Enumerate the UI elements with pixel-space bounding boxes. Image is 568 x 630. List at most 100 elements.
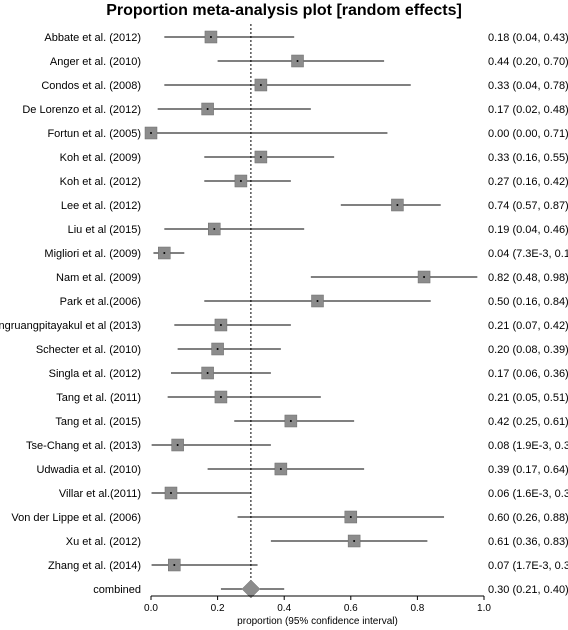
study-label: Nam et al. (2009): [56, 272, 141, 284]
study-row: Villar et al.(2011) 0.06 (1.6E-3, 0.30): [59, 486, 568, 500]
ci-value: 0.33 (0.16, 0.55): [488, 152, 568, 164]
estimate-point: [423, 276, 426, 278]
study-label: Migliori et al. (2009): [44, 248, 141, 260]
estimate-point: [219, 324, 222, 326]
study-label: Koh et al. (2009): [60, 152, 141, 164]
study-label: Liu et al (2015): [68, 224, 141, 236]
ci-value: 0.19 (0.04, 0.46): [488, 224, 568, 236]
study-label: Xu et al. (2012): [66, 536, 141, 548]
x-tick-label: 0.6: [344, 603, 358, 614]
study-row: Udwadia et al. (2010) 0.39 (0.17, 0.64): [36, 462, 568, 476]
x-tick-label: 0.2: [211, 603, 225, 614]
combined-ci-value: 0.30 (0.21, 0.40): [488, 584, 568, 596]
estimate-point: [150, 132, 152, 134]
ci-value: 0.17 (0.02, 0.48): [488, 104, 568, 116]
estimate-point: [349, 516, 352, 518]
ci-value: 0.17 (0.06, 0.36): [488, 368, 568, 380]
study-label: Koh et al. (2012): [60, 176, 141, 188]
ci-value: 0.33 (0.04, 0.78): [488, 80, 568, 92]
study-row: Nam et al. (2009) 0.82 (0.48, 0.98): [56, 270, 568, 284]
ci-value: 0.50 (0.16, 0.84): [488, 296, 568, 308]
study-row: Fortun et al. (2005) 0.00 (0.00, 0.71): [47, 126, 568, 140]
x-axis: 0.0 0.2 0.4 0.6 0.8 1.0: [144, 595, 491, 614]
estimate-point: [219, 396, 222, 398]
ci-value: 0.21 (0.07, 0.42): [488, 320, 568, 332]
study-row: Liu et al (2015) 0.19 (0.04, 0.46): [68, 222, 568, 236]
estimate-point: [206, 372, 209, 374]
study-row: Singla et al. (2012) 0.17 (0.06, 0.36): [49, 366, 568, 380]
estimate-point: [206, 108, 209, 110]
study-row: Xu et al. (2012) 0.61 (0.36, 0.83): [66, 534, 568, 548]
combined-label: combined: [93, 584, 141, 596]
ci-value: 0.39 (0.17, 0.64): [488, 464, 568, 476]
study-label: Von der Lippe et al. (2006): [11, 512, 141, 524]
study-row: Lee et al. (2012) 0.74 (0.57, 0.87): [61, 198, 568, 212]
study-row: Migliori et al. (2009) 0.04 (7.3E-3, 0.10…: [44, 246, 568, 260]
ci-value: 0.82 (0.48, 0.98): [488, 272, 568, 284]
ci-value: 0.08 (1.9E-3, 0.36): [488, 440, 568, 452]
estimate-point: [259, 84, 262, 86]
study-row: Park et al.(2006) 0.50 (0.16, 0.84): [60, 294, 568, 308]
estimate-point: [396, 204, 399, 206]
estimate-point: [213, 228, 216, 230]
x-tick-label: 1.0: [477, 603, 491, 614]
study-row: Condos et al. (2008) 0.33 (0.04, 0.78): [41, 78, 568, 92]
ci-value: 0.74 (0.57, 0.87): [488, 200, 568, 212]
estimate-point: [316, 300, 319, 302]
study-row: Schecter et al. (2010) 0.20 (0.08, 0.39): [36, 342, 568, 356]
chart-title: Proportion meta-analysis plot [random ef…: [106, 2, 462, 19]
combined-diamond: [241, 579, 261, 599]
ci-value: 0.61 (0.36, 0.83): [488, 536, 568, 548]
study-label: De Lorenzo et al. (2012): [22, 104, 141, 116]
study-row: Koh et al. (2012) 0.27 (0.16, 0.42): [60, 174, 568, 188]
study-row: Abbate et al. (2012) 0.18 (0.04, 0.43): [44, 30, 568, 44]
ci-value: 0.27 (0.16, 0.42): [488, 176, 568, 188]
study-label: Zhang et al. (2014): [48, 560, 141, 572]
ci-value: 0.04 (7.3E-3, 0.10): [488, 248, 568, 260]
estimate-point: [163, 252, 166, 254]
x-tick-label: 0.0: [144, 603, 158, 614]
x-tick-label: 0.4: [277, 603, 291, 614]
x-axis-label: proportion (95% confidence interval): [237, 616, 398, 627]
study-label: Abbate et al. (2012): [44, 32, 141, 44]
ci-value: 0.18 (0.04, 0.43): [488, 32, 568, 44]
study-row: Tang et al. (2011) 0.21 (0.05, 0.51): [56, 390, 568, 404]
ci-value: 0.07 (1.7E-3, 0.32): [488, 560, 568, 572]
study-row: Tang et al. (2015) 0.42 (0.25, 0.61): [55, 414, 568, 428]
ci-value: 0.20 (0.08, 0.39): [488, 344, 568, 356]
study-row: Koh et al. (2009) 0.33 (0.16, 0.55): [60, 150, 568, 164]
estimate-point: [169, 492, 172, 494]
study-row: De Lorenzo et al. (2012) 0.17 (0.02, 0.48…: [22, 102, 568, 116]
ci-value: 0.44 (0.20, 0.70): [488, 56, 568, 68]
study-label: Singla et al. (2012): [49, 368, 141, 380]
study-row: Zhang et al. (2014) 0.07 (1.7E-3, 0.32): [48, 558, 568, 572]
ci-value: 0.06 (1.6E-3, 0.30): [488, 488, 568, 500]
study-row: Von der Lippe et al. (2006) 0.60 (0.26, 0…: [11, 510, 568, 524]
study-label: Tang et al. (2015): [55, 416, 141, 428]
ci-value: 0.21 (0.05, 0.51): [488, 392, 568, 404]
study-label: Tse-Chang et al. (2013): [26, 440, 141, 452]
study-label: Tang et al. (2011): [56, 392, 141, 404]
study-label: Villar et al.(2011): [59, 488, 141, 500]
estimate-point: [289, 420, 292, 422]
estimate-point: [176, 444, 179, 446]
x-tick-label: 0.8: [410, 603, 424, 614]
study-row: Roongruangpitayakul et al (2013) 0.21 (0.…: [0, 318, 568, 332]
estimate-point: [216, 348, 219, 350]
study-label: Udwadia et al. (2010): [36, 464, 141, 476]
study-label: Roongruangpitayakul et al (2013): [0, 320, 141, 332]
estimate-point: [279, 468, 282, 470]
ci-value: 0.00 (0.00, 0.71): [488, 128, 568, 140]
study-label: Schecter et al. (2010): [36, 344, 141, 356]
study-row: Tse-Chang et al. (2013) 0.08 (1.9E-3, 0.3…: [26, 438, 568, 452]
study-label: Park et al.(2006): [60, 296, 141, 308]
estimate-point: [173, 564, 176, 566]
estimate-point: [353, 540, 356, 542]
study-label: Lee et al. (2012): [61, 200, 141, 212]
combined-row: combined 0.30 (0.21, 0.40): [93, 579, 568, 599]
study-label: Fortun et al. (2005): [47, 128, 141, 140]
study-label: Anger et al. (2010): [50, 56, 141, 68]
study-rows: Abbate et al. (2012) 0.18 (0.04, 0.43) Ang…: [0, 30, 568, 572]
estimate-point: [259, 156, 262, 158]
